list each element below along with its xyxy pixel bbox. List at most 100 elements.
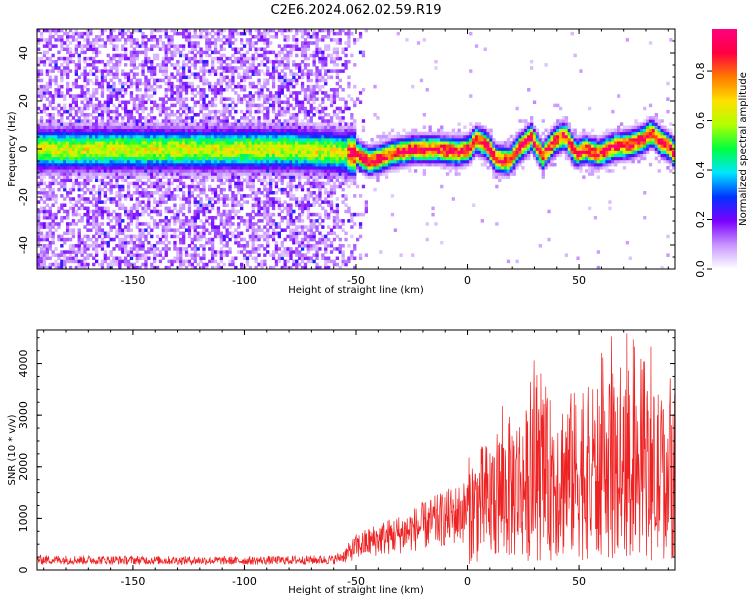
spectrogram-cell (37, 91, 41, 95)
spectrogram-cell (126, 128, 131, 133)
spectrogram-cell (161, 256, 165, 261)
spectrogram-cell (242, 134, 247, 139)
spectrogram-cell (222, 172, 226, 176)
spectrogram-cell (312, 231, 316, 236)
spectrogram-cell (306, 200, 310, 204)
spectrogram-cell (199, 28, 203, 33)
spectrogram-cell (89, 253, 93, 257)
spectrogram-cell (266, 159, 270, 164)
spectrogram-cell (193, 247, 197, 251)
spectrogram-cell (138, 169, 142, 173)
spectrogram-cell (199, 191, 203, 195)
spectrogram-cell (231, 262, 235, 267)
spectrogram-cell (303, 88, 308, 92)
spectrogram-cell (112, 119, 116, 123)
spectrogram-cell (237, 131, 241, 136)
spectrogram-cell (289, 265, 293, 270)
spectrogram-cell (71, 81, 76, 86)
spectrogram-cell (48, 231, 52, 236)
spectrogram-cell (260, 69, 264, 73)
spectrogram-cell (237, 122, 241, 126)
spectrogram-cell (147, 88, 151, 92)
spectrogram-cell (51, 162, 55, 167)
spectrogram-cell (132, 75, 136, 80)
spectrogram-cell (48, 191, 52, 195)
spectrogram-cell (295, 31, 299, 36)
spectrogram-cell (118, 38, 122, 42)
spectrogram-cell (211, 153, 215, 158)
spectrogram-cell (147, 144, 151, 148)
spectrogram-cell (222, 237, 226, 242)
spectrogram-cell (158, 106, 163, 111)
spectrogram-cell (95, 250, 99, 254)
spectrogram-cell (193, 172, 197, 176)
spectrogram-cell (45, 137, 49, 142)
spectrogram-cell (63, 137, 67, 142)
spectrogram-cell (283, 113, 287, 117)
spectrogram-cell (118, 88, 122, 92)
spectrogram-cell (257, 103, 261, 108)
spectrogram-cell (266, 150, 270, 154)
spectrogram-cell (263, 247, 267, 251)
spectrogram-cell (260, 134, 264, 139)
spectrogram-cell (80, 259, 84, 264)
spectrogram-cell (248, 66, 252, 70)
spectrogram-cell (211, 125, 215, 129)
spectrogram-cell (286, 259, 290, 264)
spectrogram-cell (66, 44, 70, 48)
spectrogram-cell (153, 137, 157, 142)
spectrogram-cell (211, 178, 215, 183)
spectrogram-cell (205, 103, 209, 108)
spectrogram-cell (86, 122, 90, 126)
spectrogram-cell (303, 128, 308, 133)
spectrogram-cell (150, 162, 154, 167)
spectrogram-cell (280, 125, 284, 129)
spectrogram-cell (115, 175, 119, 179)
spectrogram-cell (193, 72, 197, 76)
spectrogram-cell (100, 244, 105, 248)
spectrogram-cell (80, 72, 84, 76)
spectrogram-cell (150, 234, 154, 239)
spectrogram-cell (129, 206, 134, 211)
spectrogram-cell (173, 153, 177, 158)
spectrogram-cell (179, 75, 183, 80)
spectrogram-cell (222, 59, 226, 64)
spectrogram-cell (118, 53, 122, 58)
spectrogram-cell (257, 147, 261, 151)
spectrogram-cell (129, 38, 134, 42)
spectrogram-cell (225, 119, 229, 123)
spectrogram-cell (115, 109, 119, 114)
spectrogram-cell (109, 84, 113, 89)
spectrogram-cell (150, 69, 154, 73)
spectrogram-cell (263, 63, 267, 67)
spectrogram-cell (167, 209, 171, 214)
spectrogram-cell (95, 244, 99, 248)
spectrogram-cell (118, 144, 122, 148)
spectrogram-cell (283, 53, 287, 58)
spectrogram-cell (109, 109, 113, 114)
spectrogram-cell (80, 172, 84, 176)
spectrogram-cell (86, 41, 90, 45)
spectrogram-cell (306, 109, 310, 114)
spectrogram-cell (251, 172, 255, 176)
spectrogram-cell (118, 122, 122, 126)
spectrogram-cell (263, 81, 267, 86)
spectrogram-cell (312, 191, 316, 195)
spectrogram-cell (37, 59, 41, 64)
spectrogram-cell (121, 84, 125, 89)
spectrogram-cell (100, 119, 105, 123)
spectrogram-cell (83, 84, 87, 89)
spectrogram-cell (161, 197, 165, 201)
spectrogram-cell (118, 172, 122, 176)
spectrogram-cell (164, 113, 168, 117)
spectrogram-cell (45, 250, 49, 254)
spectrogram-cell (51, 59, 55, 64)
spectrogram-cell (234, 197, 238, 201)
spectrogram-cell (231, 234, 235, 239)
spectrogram-cell (312, 219, 316, 223)
spectrogram-cell (263, 125, 267, 129)
spectrogram-cell (129, 240, 134, 245)
spectrogram-cell (161, 141, 165, 145)
spectrogram-cell (97, 197, 102, 201)
spectrogram-cell (184, 141, 189, 145)
